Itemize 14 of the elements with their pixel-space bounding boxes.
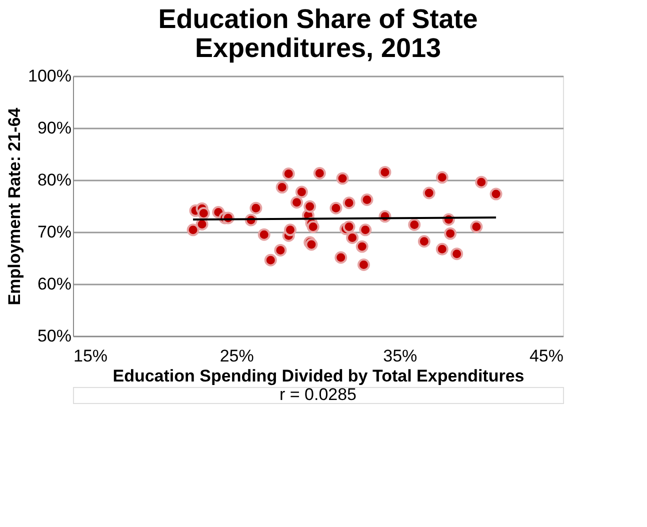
x-tick-label: 15%	[74, 346, 108, 366]
y-tick-label: 60%	[37, 274, 72, 294]
x-tick-label: 35%	[383, 346, 418, 366]
x-tick-label: 45%	[529, 346, 564, 366]
chart-title: Education Share of State Expenditures, 2013	[158, 4, 478, 63]
y-tick-label: 90%	[37, 118, 72, 138]
y-tick-label: 50%	[37, 326, 72, 346]
y-tick-label: 70%	[37, 222, 72, 242]
x-tick-label: 25%	[220, 346, 254, 366]
text: r = 0.0285	[279, 385, 357, 404]
y-tick-label: 80%	[37, 170, 72, 190]
y-tick-label: 100%	[28, 66, 72, 86]
x-axis-title: Education Spending Divided by Total Expenditures	[112, 366, 524, 386]
y-axis-title: Employment Rate: 21-64	[5, 107, 24, 306]
